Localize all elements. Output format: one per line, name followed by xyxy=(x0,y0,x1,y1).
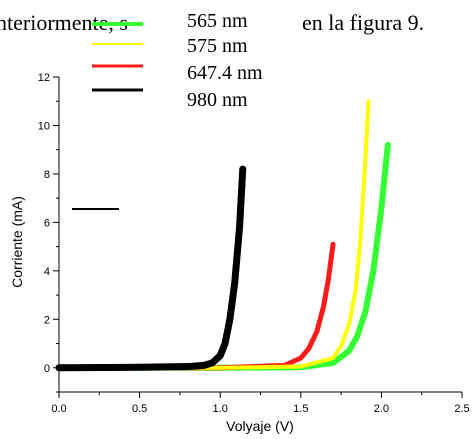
y-tick-label: 4 xyxy=(44,266,50,278)
y-tick-label: 12 xyxy=(38,72,50,84)
series-line-980-nm xyxy=(55,165,247,372)
y-tick-label: 2 xyxy=(44,314,50,326)
x-tick-label: 1.0 xyxy=(213,403,228,415)
series-line-575-nm xyxy=(57,99,371,370)
x-tick-label: 2.0 xyxy=(374,403,389,415)
y-ticks: 0 2 4 6 8 10 12 xyxy=(38,72,59,375)
legend: 565 nm 575 nm 647.4 nm 980 nm xyxy=(92,10,263,111)
legend-label-575: 575 nm xyxy=(187,35,248,57)
y-axis-label: Corriente (mA) xyxy=(9,196,25,288)
y-tick-label: 8 xyxy=(44,169,50,181)
x-tick-label: 0.5 xyxy=(132,403,147,415)
context-text-right: en la figura 9. xyxy=(302,10,424,35)
y-tick-label: 6 xyxy=(44,217,50,229)
x-tick-label: 0.0 xyxy=(51,403,66,415)
x-minor-ticks xyxy=(98,392,423,395)
series-layer xyxy=(55,99,391,372)
series-line-647-4-nm xyxy=(56,241,336,371)
legend-label-980: 980 nm xyxy=(187,89,248,111)
y-tick-label: 10 xyxy=(38,120,50,132)
legend-label-565: 565 nm xyxy=(187,10,248,32)
x-axis-label: Volyaje (V) xyxy=(226,418,294,434)
legend-label-647: 647.4 nm xyxy=(187,62,263,84)
x-ticks: 0.0 0.5 1.0 1.5 2.0 2.5 xyxy=(51,392,470,415)
x-tick-label: 2.5 xyxy=(454,403,469,415)
y-minor-ticks xyxy=(56,100,59,393)
y-tick-label: 0 xyxy=(44,363,50,375)
x-tick-label: 1.5 xyxy=(293,403,308,415)
